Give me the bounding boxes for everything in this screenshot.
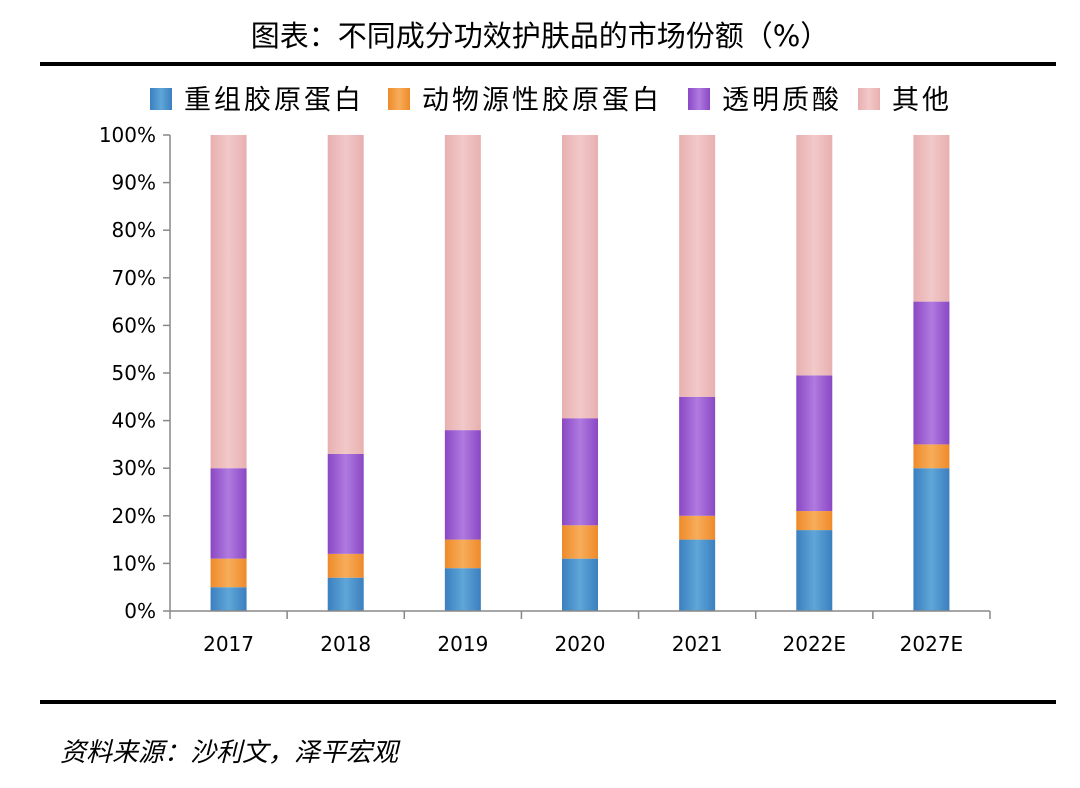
bar-segment bbox=[327, 135, 364, 454]
bar-segment bbox=[913, 468, 950, 611]
y-tick-label: 40% bbox=[112, 409, 156, 433]
bar-segment bbox=[679, 135, 716, 397]
bar-segment bbox=[796, 375, 833, 512]
legend-swatch bbox=[858, 88, 880, 110]
bar-segment bbox=[562, 525, 598, 559]
legend-label: 透明质酸 bbox=[722, 85, 842, 116]
y-tick-label: 60% bbox=[112, 313, 156, 337]
legend-label: 动物源性胶原蛋白 bbox=[422, 85, 662, 116]
x-tick-label: 2022E bbox=[783, 632, 847, 656]
bar-segment bbox=[210, 468, 247, 559]
legend-swatch bbox=[150, 88, 172, 110]
legend-label: 重组胶原蛋白 bbox=[184, 85, 364, 116]
legend-swatch bbox=[688, 88, 710, 110]
y-tick-label: 30% bbox=[112, 456, 156, 480]
chart-title: 图表：不同成分功效护肤品的市场份额（%） bbox=[250, 19, 830, 53]
x-tick-label: 2019 bbox=[437, 632, 488, 656]
bar-segment bbox=[679, 396, 716, 516]
bar-segment bbox=[210, 135, 247, 469]
bar-segment bbox=[327, 553, 364, 578]
y-tick-label: 90% bbox=[112, 171, 156, 195]
bar-segment bbox=[327, 577, 364, 611]
x-tick-label: 2021 bbox=[672, 632, 723, 656]
bar-segment bbox=[327, 453, 364, 554]
bar-segment bbox=[444, 135, 481, 431]
bar-segment bbox=[562, 135, 598, 419]
y-tick-label: 70% bbox=[112, 266, 156, 290]
bar-segment bbox=[913, 301, 950, 445]
bottom-rule bbox=[40, 700, 1056, 704]
x-tick-label: 2017 bbox=[203, 632, 254, 656]
bar-segment bbox=[796, 135, 833, 376]
y-tick-label: 50% bbox=[112, 361, 156, 385]
y-tick-label: 10% bbox=[112, 551, 156, 575]
bar-segment bbox=[562, 418, 598, 526]
bars bbox=[210, 135, 950, 611]
bar-segment bbox=[444, 430, 481, 540]
bar-segment bbox=[679, 515, 716, 540]
bar-segment bbox=[562, 558, 598, 611]
bar-segment bbox=[913, 135, 950, 302]
y-tick-label: 100% bbox=[99, 123, 156, 147]
y-tick-label: 80% bbox=[112, 218, 156, 242]
legend: 重组胶原蛋白 动物源性胶原蛋白 透明质酸 其他 bbox=[150, 85, 952, 116]
y-tick-label: 20% bbox=[112, 504, 156, 528]
legend-swatch bbox=[388, 88, 410, 110]
x-axis: 2017 2018 2019 2020 2021 2022E 2027E bbox=[169, 610, 991, 656]
stacked-bar-chart: 重组胶原蛋白 动物源性胶原蛋白 透明质酸 其他 0% 10% 20% 30% 40% 50% 60… bbox=[99, 85, 991, 656]
top-rule bbox=[40, 62, 1056, 66]
x-tick-label: 2018 bbox=[320, 632, 371, 656]
bar-segment bbox=[444, 568, 481, 611]
y-tick-label: 0% bbox=[124, 599, 156, 623]
bar-segment bbox=[679, 539, 716, 611]
legend-label: 其他 bbox=[892, 85, 952, 116]
bar-segment bbox=[210, 558, 247, 588]
bar-segment bbox=[913, 444, 950, 469]
y-axis: 0% 10% 20% 30% 40% 50% 60% 70% 80% 90% 100% bbox=[99, 123, 171, 623]
x-tick-label: 2020 bbox=[555, 632, 606, 656]
bar-segment bbox=[796, 511, 833, 531]
bar-segment bbox=[210, 587, 247, 611]
source-note: 资料来源：沙利文，泽平宏观 bbox=[60, 738, 399, 768]
x-tick-label: 2027E bbox=[900, 632, 964, 656]
bar-segment bbox=[796, 530, 833, 611]
bar-segment bbox=[444, 539, 481, 569]
